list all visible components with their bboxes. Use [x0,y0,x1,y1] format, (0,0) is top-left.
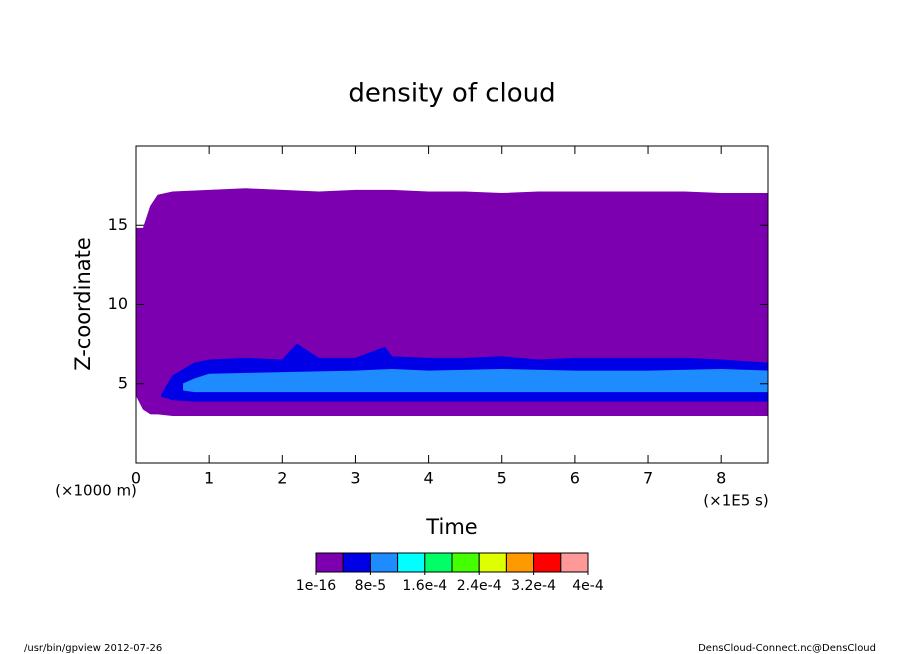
colorbar-swatch [505,552,535,573]
colorbar-tick-label: 1e-16 [296,578,336,594]
colorbar-swatch [451,552,480,573]
x-tick-label: 0 [131,469,141,488]
contour-region [183,368,769,393]
colorbar-swatch [533,552,562,573]
x-tick-label: 1 [204,469,214,488]
x-tick-label: 5 [497,469,507,488]
y-tick-label: 15 [108,215,128,234]
colorbar-swatch [424,552,453,573]
y-tick-label: 10 [108,294,128,313]
footer-right: DensCloud-Connect.nc@DensCloud [698,643,876,654]
footer-left: /usr/bin/gpview 2012-07-26 [24,643,162,654]
colorbar-tick-label: 2.4e-4 [457,578,502,594]
x-tick-label: 8 [716,469,726,488]
x-tick-label: 3 [350,469,360,488]
colorbar-swatch [397,552,426,573]
x-axis-label: Time [425,515,477,539]
y-axis-label: Z-coordinate [71,237,95,371]
colorbar-swatch [342,552,371,573]
x-unit: (×1E5 s) [703,492,768,510]
x-tick-label: 6 [570,469,580,488]
x-tick-label: 4 [423,469,433,488]
colorbar-swatch [369,552,399,573]
y-unit: (×1000 m) [55,482,137,500]
colorbar-swatch [560,552,589,573]
colorbar-tick-label: 1.6e-4 [402,578,447,594]
colorbar-swatch [478,552,507,573]
chart-title: density of cloud [348,79,555,109]
colorbar-tick-label: 8e-5 [355,578,386,594]
colorbar-tick-label: 3.2e-4 [511,578,556,594]
colorbar-tick-label: 4e-4 [572,578,604,594]
colorbar-swatch [315,552,344,573]
x-tick-label: 7 [643,469,653,488]
x-tick-label: 2 [277,469,287,488]
y-tick-label: 5 [118,373,128,392]
